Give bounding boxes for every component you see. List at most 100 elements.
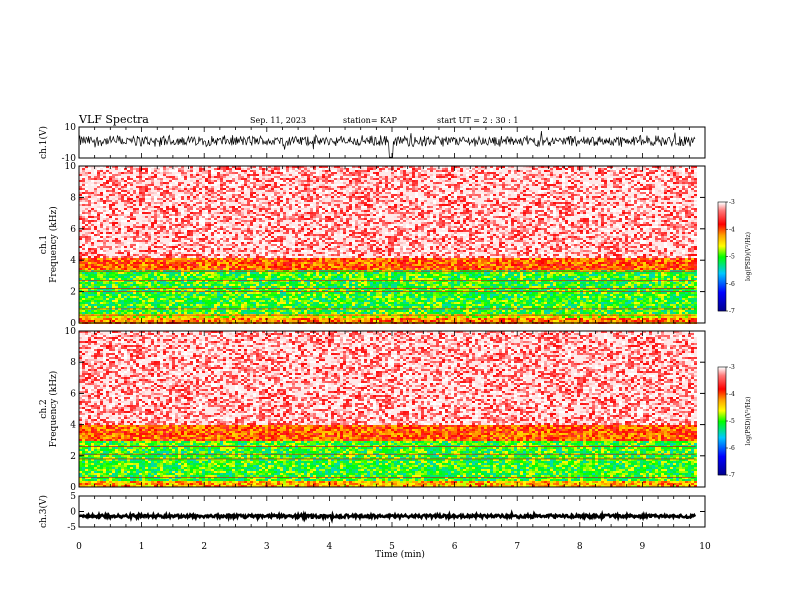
spectrogram-cell: [421, 190, 424, 192]
spectrogram-cell: [634, 186, 637, 188]
spectrogram-cell: [385, 180, 388, 182]
spectrogram-cell: [544, 176, 547, 178]
spectrogram-cell: [268, 206, 271, 208]
spectrogram-cell: [286, 174, 289, 176]
spectrogram-cell: [130, 168, 133, 170]
spectrogram-cell: [289, 170, 292, 172]
spectrogram-cell: [397, 188, 400, 190]
spectrogram-cell: [220, 186, 223, 188]
spectrogram-cell: [181, 204, 184, 206]
spectrogram-cell: [106, 192, 109, 194]
spectrogram-cell: [124, 186, 127, 188]
spectrogram-cell: [262, 184, 265, 186]
spectrogram-cell: [559, 168, 562, 170]
spectrogram-cell: [268, 170, 271, 172]
spectrogram-cell: [496, 184, 499, 186]
spectrogram-cell: [676, 196, 679, 198]
spectrogram-cell: [136, 194, 139, 196]
spectrogram-cell: [292, 202, 295, 204]
spectrogram-cell: [169, 190, 172, 192]
spectrogram-cell: [484, 204, 487, 206]
spectrogram-cell: [508, 212, 511, 214]
spectrogram-cell: [499, 178, 502, 180]
spectrogram-cell: [439, 210, 442, 212]
spectrogram-cell: [475, 194, 478, 196]
spectrogram-cell: [466, 202, 469, 204]
spectrogram-cell: [274, 168, 277, 170]
spectrogram-cell: [625, 208, 628, 210]
spectrogram-cell: [151, 182, 154, 184]
spectrogram-cell: [328, 176, 331, 178]
spectrogram-cell: [79, 186, 82, 188]
spectrogram-cell: [553, 204, 556, 206]
spectrogram-cell: [376, 178, 379, 180]
spectrogram-cell: [490, 182, 493, 184]
spectrogram-cell: [208, 180, 211, 182]
spectrogram-cell: [475, 174, 478, 176]
spectrogram-cell: [460, 210, 463, 212]
spectrogram-cell: [211, 190, 214, 192]
spectrogram-cell: [574, 168, 577, 170]
spectrogram-cell: [235, 190, 238, 192]
spectrogram-cell: [133, 196, 136, 198]
spectrogram-cell: [613, 200, 616, 202]
spectrogram-cell: [580, 174, 583, 176]
spectrogram-cell: [685, 176, 688, 178]
spectrogram-cell: [94, 168, 97, 170]
spectrogram-cell: [97, 196, 100, 198]
spectrogram-cell: [649, 190, 652, 192]
spectrogram-cell: [145, 190, 148, 192]
spectrogram-cell: [88, 172, 91, 174]
spectrogram-cell: [388, 196, 391, 198]
spectrogram-cell: [640, 180, 643, 182]
spectrogram-cell: [367, 198, 370, 200]
spectrogram-cell: [313, 202, 316, 204]
spectrogram-cell: [301, 168, 304, 170]
spectrogram-cell: [589, 190, 592, 192]
spectrogram-cell: [529, 190, 532, 192]
spectrogram-cell: [463, 196, 466, 198]
spectrogram-cell: [133, 172, 136, 174]
spectrogram-cell: [109, 180, 112, 182]
spectrogram-cell: [676, 180, 679, 182]
spectrogram-cell: [460, 170, 463, 172]
spectrogram-cell: [391, 210, 394, 212]
spectrogram-cell: [538, 168, 541, 170]
spectrogram-cell: [163, 208, 166, 210]
spectrogram-cell: [157, 192, 160, 194]
spectrogram-cell: [589, 178, 592, 180]
spectrogram-cell: [550, 200, 553, 202]
spectrogram-cell: [313, 204, 316, 206]
spectrogram-cell: [397, 198, 400, 200]
spectrogram-cell: [355, 188, 358, 190]
spectrogram-cell: [226, 180, 229, 182]
spectrogram-cell: [466, 206, 469, 208]
spectrogram-cell: [559, 170, 562, 172]
spectrogram-cell: [283, 198, 286, 200]
spectrogram-cell: [361, 168, 364, 170]
spectrogram-cell: [181, 176, 184, 178]
spectrogram-cell: [100, 186, 103, 188]
spectrogram-cell: [586, 208, 589, 210]
spectrogram-cell: [538, 202, 541, 204]
spectrogram-cell: [583, 188, 586, 190]
spectrogram-cell: [112, 176, 115, 178]
spectrogram-cell: [595, 186, 598, 188]
spectrogram-cell: [451, 192, 454, 194]
spectrogram-cell: [112, 194, 115, 196]
spectrogram-cell: [634, 196, 637, 198]
spectrogram-cell: [430, 168, 433, 170]
spectrogram-cell: [124, 212, 127, 214]
spectrogram-cell: [127, 208, 130, 210]
spectrogram-cell: [199, 212, 202, 214]
spectrogram-cell: [529, 198, 532, 200]
spectrogram-cell: [223, 194, 226, 196]
spectrogram-cell: [163, 190, 166, 192]
spectrogram-cell: [172, 196, 175, 198]
spectrogram-cell: [586, 176, 589, 178]
spectrogram-cell: [217, 198, 220, 200]
spectrogram-cell: [262, 212, 265, 214]
spectrogram-cell: [655, 172, 658, 174]
spectrogram-cell: [514, 178, 517, 180]
spectrogram-cell: [142, 176, 145, 178]
